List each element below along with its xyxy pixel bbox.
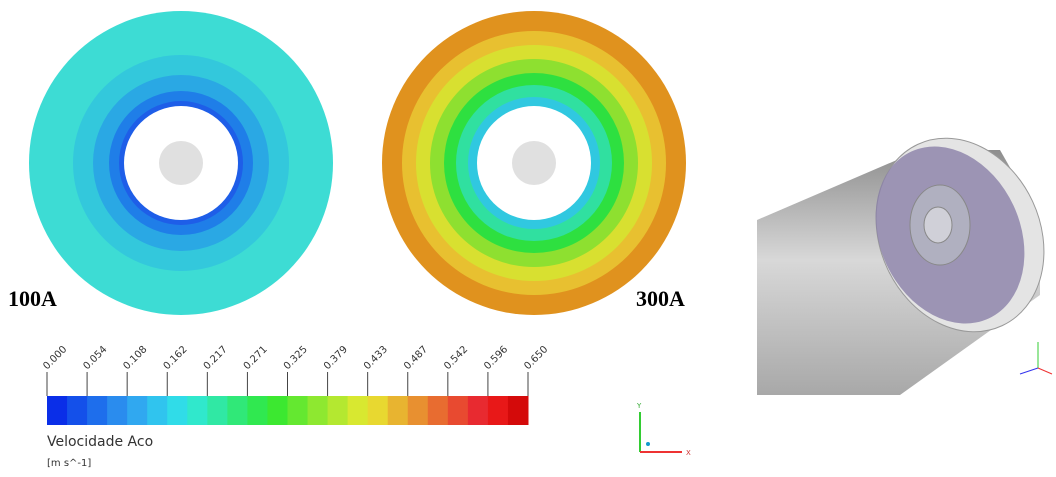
colorbar-swatch [67,396,88,425]
colorbar-swatch [307,396,329,425]
cylinder-view [757,137,1053,395]
colorbar-unit: [m s^-1] [47,458,91,469]
colorbar-swatch [347,396,369,425]
colorbar-swatch [367,396,389,425]
contour-300a [382,11,686,315]
colorbar-tick-label: 0.596 [482,344,510,372]
triad-label: Y [636,402,642,410]
colorbar-title: Velocidade Aco [47,434,153,450]
colorbar-tick-label: 0.054 [81,344,109,372]
colorbar-swatch [127,396,148,425]
colorbar-tick-label: 0.217 [202,344,230,372]
panel-label: 300A [636,286,685,311]
colorbar-tick-label: 0.379 [322,344,350,372]
colorbar-swatch [447,396,469,425]
colorbar-swatch [207,396,228,425]
colorbar-swatch [247,396,268,425]
colorbar-swatch [287,396,309,425]
panel-label: 100A [8,286,57,311]
colorbar-tick-label: 0.108 [122,344,150,372]
axis-triad: Y X [636,402,691,457]
colorbar-tick-label: 0.271 [242,344,270,372]
colorbar-swatch [387,396,409,425]
colorbar-swatch [327,396,349,425]
colorbar-swatch [227,396,248,425]
colorbar-tick-label: 0.433 [362,344,390,372]
colorbar-tick-label: 0.487 [402,344,430,372]
colorbar-swatch [147,396,168,425]
colorbar-tick-label: 0.650 [522,344,550,372]
colorbar-tick-label: 0.325 [282,344,310,372]
colorbar-swatch [47,396,68,425]
colorbar-swatch [107,396,128,425]
colorbar-swatch [467,396,489,425]
contour-100a [29,11,333,315]
colorbar: 0.000 0.054 0.108 0.162 0.217 0.271 0.325 0.379… [41,344,550,425]
colorbar-tick-label: 0.162 [162,344,190,372]
colorbar-tick-label: 0.000 [41,344,69,372]
colorbar-swatch [487,396,509,425]
colorbar-swatch [507,396,529,425]
colorbar-swatch [187,396,208,425]
colorbar-swatch [407,396,429,425]
colorbar-swatch [87,396,108,425]
colorbar-swatch [427,396,449,425]
colorbar-swatch [267,396,288,425]
colorbar-swatch [167,396,188,425]
triad-label: X [686,449,691,457]
colorbar-tick-label: 0.542 [442,344,470,372]
